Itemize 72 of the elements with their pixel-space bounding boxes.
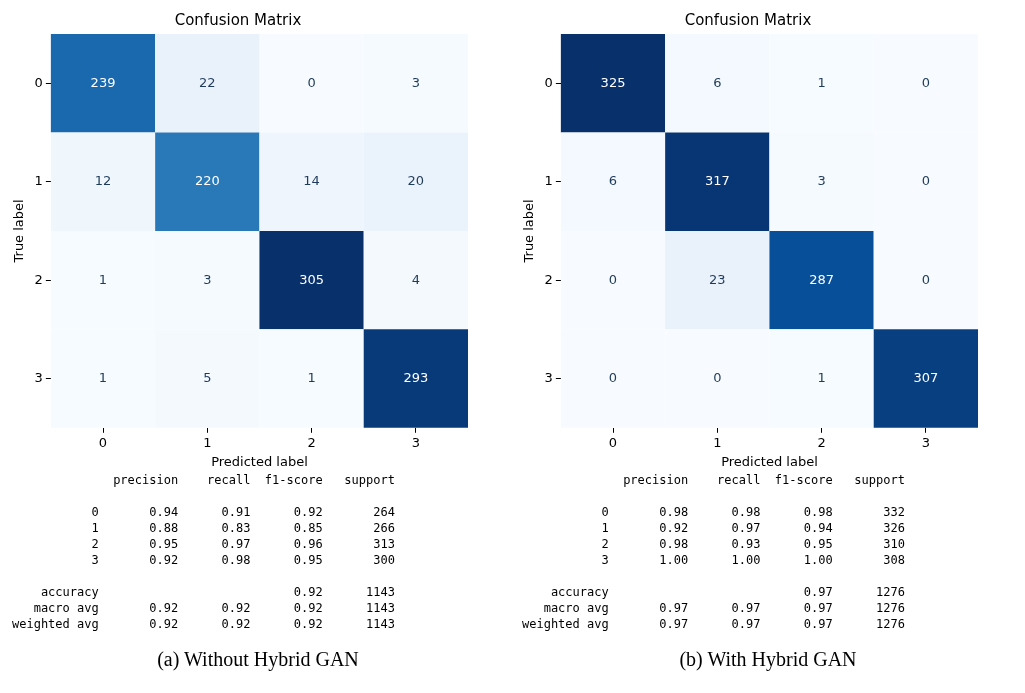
text: 3 0.92 0.98 0.95 300 <box>90 552 396 568</box>
data-label: 3 <box>411 74 420 90</box>
text: 3 1.00 1.00 1.00 308 <box>600 552 906 568</box>
data-label: 22 <box>199 74 216 90</box>
x-axis-title: Predicted label <box>721 453 818 469</box>
text: precision recall f1-score support <box>622 472 906 488</box>
data-label: 0 <box>608 369 618 385</box>
text: macro avg 0.97 0.97 0.97 1276 <box>542 600 906 616</box>
data-label: 325 <box>600 74 626 90</box>
y-tick-label: 1 <box>34 173 43 189</box>
text: (a) Without Hybrid GAN <box>156 648 360 671</box>
x-tick-label: 1 <box>713 434 722 450</box>
x-tick-label: 3 <box>411 434 420 450</box>
chart-title: Confusion Matrix <box>174 10 302 29</box>
x-tick-label: 1 <box>203 434 212 450</box>
text: 1 0.88 0.83 0.85 266 <box>90 520 396 536</box>
data-label: 239 <box>90 74 116 90</box>
y-tick-label: 1 <box>544 173 553 189</box>
data-label: 0 <box>608 271 618 287</box>
data-label: 12 <box>94 173 112 189</box>
text: accuracy 0.97 1276 <box>549 584 906 600</box>
text: macro avg 0.92 0.92 0.92 1143 <box>32 600 396 616</box>
data-label: 220 <box>194 173 220 189</box>
data-label: 293 <box>403 369 429 385</box>
data-label: 1 <box>98 271 108 287</box>
data-label: 6 <box>608 173 618 189</box>
data-label: 14 <box>303 173 320 189</box>
x-tick-label: 2 <box>307 434 316 450</box>
text: accuracy 0.92 1143 <box>39 584 396 600</box>
data-label: 1 <box>307 369 316 385</box>
data-label: 317 <box>704 173 730 189</box>
text: (b) With Hybrid GAN <box>678 648 858 671</box>
data-label: 3 <box>203 271 212 287</box>
data-label: 1 <box>817 369 826 385</box>
data-label: 287 <box>809 271 834 287</box>
data-label: 6 <box>713 74 722 90</box>
text: 2 0.98 0.93 0.95 310 <box>600 536 906 552</box>
y-tick-label: 3 <box>544 369 553 385</box>
x-tick-label: 3 <box>921 434 930 450</box>
data-label: 20 <box>407 173 425 189</box>
text: 0 0.98 0.98 0.98 332 <box>600 504 906 520</box>
data-label: 23 <box>709 271 726 287</box>
y-axis-title: True label <box>521 199 537 264</box>
data-label: 0 <box>921 271 930 287</box>
data-label: 0 <box>307 74 316 90</box>
data-label: 0 <box>921 173 930 189</box>
y-tick-label: 3 <box>34 369 43 385</box>
data-label: 1 <box>817 74 826 90</box>
y-tick-label: 2 <box>34 271 43 287</box>
x-axis-title: Predicted label <box>211 453 308 469</box>
data-label: 5 <box>203 369 212 385</box>
data-label: 3 <box>817 173 826 189</box>
text: 0 0.94 0.91 0.92 264 <box>90 504 396 520</box>
x-tick-label: 0 <box>98 434 108 450</box>
data-label: 0 <box>713 369 722 385</box>
y-tick-label: 2 <box>544 271 553 287</box>
data-label: 4 <box>411 271 420 287</box>
data-label: 0 <box>921 74 930 90</box>
text: weighted avg 0.97 0.97 0.97 1276 <box>522 616 906 632</box>
y-axis-title: True label <box>11 199 27 264</box>
text: 1 0.92 0.97 0.94 326 <box>600 520 906 536</box>
chart-title: Confusion Matrix <box>684 10 812 29</box>
text: precision recall f1-score support <box>112 472 396 488</box>
text: 2 0.95 0.97 0.96 313 <box>90 536 396 552</box>
x-tick-label: 2 <box>817 434 826 450</box>
y-tick-label: 0 <box>544 74 553 90</box>
y-tick-label: 0 <box>34 74 43 90</box>
data-label: 305 <box>299 271 324 287</box>
x-tick-label: 0 <box>608 434 618 450</box>
data-label: 307 <box>913 369 939 385</box>
text: weighted avg 0.92 0.92 0.92 1143 <box>12 616 396 632</box>
data-label: 1 <box>98 369 108 385</box>
